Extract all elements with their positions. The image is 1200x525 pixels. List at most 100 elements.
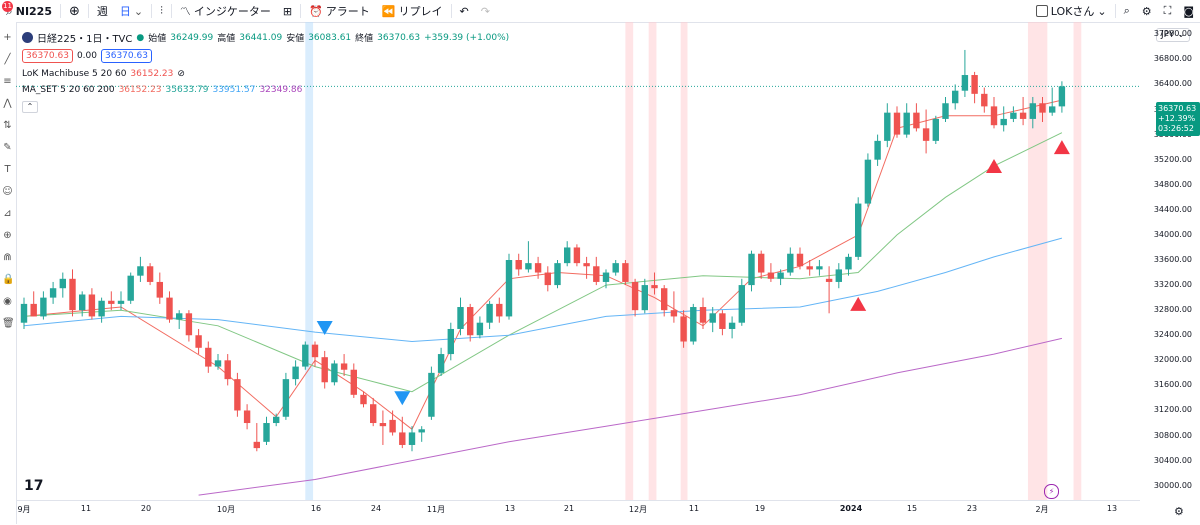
replay-button[interactable]: ⏪ リプレイ <box>381 4 443 19</box>
interval-daily[interactable]: 日 ⌄ <box>119 4 144 19</box>
price-axis[interactable]: 37200.0036800.0036400.0036000.0035600.00… <box>1140 22 1200 489</box>
settings-button[interactable]: ⚙ <box>1136 0 1158 22</box>
candle-body <box>661 288 668 311</box>
candle-body <box>243 410 251 424</box>
replay-icon: ⏪ <box>381 4 396 18</box>
highlight-band <box>625 22 634 500</box>
alert-button[interactable]: ⏰ アラート <box>309 4 370 19</box>
signal-up-arrow <box>850 296 867 311</box>
price-tick-label: 30800.00 <box>1153 430 1192 440</box>
currency-select[interactable]: JPY ⌄ <box>1156 28 1190 42</box>
candle-body <box>699 307 707 323</box>
candle-body <box>631 281 639 311</box>
notification-badge[interactable]: 11 <box>2 1 13 12</box>
plus-circle-icon: ⊕ <box>69 3 80 19</box>
candle-body <box>825 278 833 282</box>
candle-body <box>874 140 881 160</box>
highlight-band <box>680 22 688 500</box>
time-tick-label: 19 <box>754 504 766 513</box>
interval-weekly[interactable]: 週 <box>96 5 108 18</box>
magnet-icon[interactable]: ⋒ <box>3 252 12 263</box>
pattern-icon[interactable]: ⋀ <box>3 98 12 109</box>
add-symbol-button[interactable]: ⊕ <box>63 0 86 22</box>
price-tick-label: 33200.00 <box>1153 280 1192 290</box>
crosshair-icon[interactable]: + <box>3 32 12 43</box>
candle-body <box>1049 106 1056 113</box>
highlight-band <box>1073 22 1082 500</box>
eye-icon[interactable]: ◉ <box>3 296 12 307</box>
candle-body <box>321 357 328 383</box>
legend-title: 日経225・1日・TVC <box>37 34 133 45</box>
redo-button[interactable]: ↷ <box>475 0 496 22</box>
lightning-icon[interactable]: ⚡ <box>1044 484 1059 499</box>
candle-body <box>758 253 765 273</box>
candle-body <box>680 316 687 342</box>
time-tick-label: 2月 <box>1035 505 1049 514</box>
prediction-icon[interactable]: ⇅ <box>3 120 12 131</box>
candle-body <box>176 313 183 320</box>
candle-body <box>855 203 862 257</box>
quick-search-button[interactable]: ⌕ <box>1118 0 1136 22</box>
candle-body <box>49 288 57 298</box>
tradingview-logo-icon: 17 <box>24 478 44 494</box>
indicators-button[interactable]: 〽インジケーター <box>179 5 271 18</box>
indicator-2-legend[interactable]: MA_SET 5 20 60 200 36152.23 35633.79 339… <box>22 85 303 95</box>
ruler-icon[interactable]: ⊿ <box>3 208 12 219</box>
alarm-icon: ⏰ <box>309 4 323 18</box>
gear-icon: ⚙ <box>1141 4 1152 18</box>
undo-icon: ↶ <box>459 4 469 18</box>
candle-body <box>777 272 784 279</box>
candle-body <box>913 112 920 129</box>
candle-body <box>447 328 454 355</box>
candle-body <box>1010 112 1017 119</box>
candle-body <box>117 300 125 304</box>
indicator-1-legend[interactable]: LoK Machibuse 5 20 60 36152.23 ⊘ <box>22 69 185 79</box>
candle-body <box>360 394 367 405</box>
price-tick-label: 31200.00 <box>1153 405 1192 415</box>
candle-body <box>903 112 910 135</box>
smile-icon[interactable]: ☺ <box>2 186 13 197</box>
chevron-down-icon: ⌄ <box>1097 4 1107 18</box>
brush-icon[interactable]: ✎ <box>3 142 12 153</box>
candle-body <box>602 272 610 282</box>
layouts-button[interactable]: ⊞ <box>277 0 298 22</box>
candle-body <box>525 263 532 270</box>
checkbox-icon <box>1035 5 1048 17</box>
candle-body <box>486 303 493 323</box>
candle-body <box>146 266 154 282</box>
candle-body <box>476 322 484 336</box>
candle-body <box>1000 118 1007 126</box>
signal-up-arrow <box>1053 140 1070 155</box>
collapse-legend-button[interactable]: ⌃ <box>22 101 38 113</box>
candle-body <box>282 379 290 417</box>
snapshot-button[interactable]: ◙ <box>1177 0 1200 22</box>
candle-body <box>428 372 435 417</box>
candle-body <box>583 263 590 267</box>
time-axis[interactable] <box>16 500 1140 525</box>
candle-body <box>331 363 338 383</box>
price-chart[interactable] <box>16 22 1140 500</box>
candle-body <box>20 303 28 323</box>
fullscreen-button[interactable]: ⛶ <box>1158 0 1178 22</box>
candle-body <box>564 247 571 264</box>
trash-icon[interactable]: 🗑 <box>2 318 15 329</box>
lock-icon[interactable]: 🔒 <box>2 274 15 285</box>
undo-button[interactable]: ↶ <box>454 0 475 22</box>
trendline-icon[interactable]: ╱ <box>4 54 11 65</box>
candle-body <box>515 260 522 270</box>
chart-type-button[interactable]: ⫶ <box>154 0 169 22</box>
text-icon[interactable]: T <box>4 164 11 175</box>
buy-button[interactable]: 36370.63 <box>101 49 152 63</box>
layout-name-button[interactable]: LOKさん ⌄ <box>1030 0 1113 22</box>
time-tick-label: 2024 <box>839 504 863 513</box>
candle-body <box>457 307 464 329</box>
sell-button[interactable]: 36370.63 <box>22 49 73 63</box>
signal-down-arrow <box>316 320 333 335</box>
candle-body <box>292 366 299 380</box>
candle-body <box>1019 112 1027 119</box>
axis-settings-icon[interactable]: ⚙ <box>1174 505 1184 518</box>
price-tick-label: 34800.00 <box>1153 179 1192 189</box>
ma-line-20 <box>23 132 1063 393</box>
fib-icon[interactable]: ≡ <box>3 76 12 87</box>
zoom-in-icon[interactable]: ⊕ <box>3 230 12 241</box>
